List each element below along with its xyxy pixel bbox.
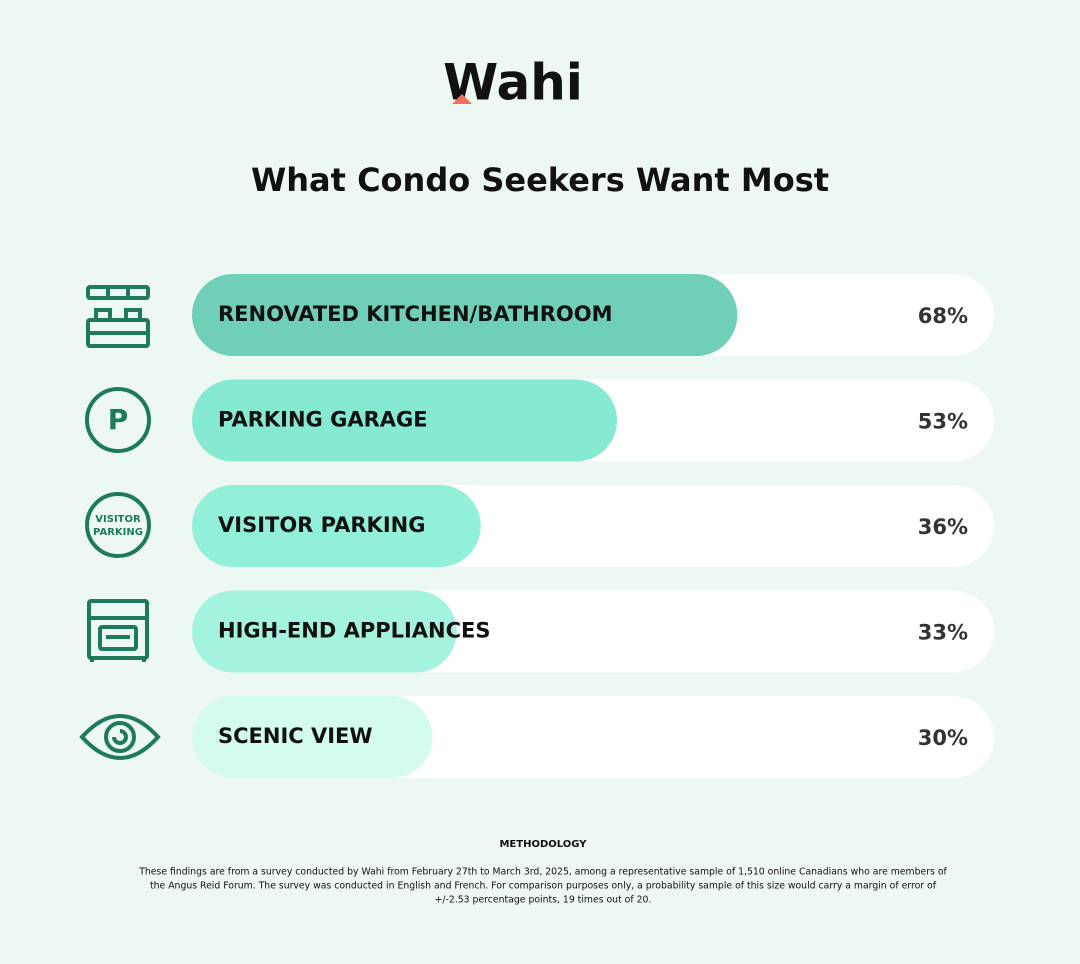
category-label: HIGH-END APPLIANCES: [218, 619, 491, 643]
value-label: 33%: [918, 621, 968, 645]
methodology: METHODOLOGY These findings are from a su…: [138, 839, 947, 906]
icon-text: VISITOR: [95, 514, 141, 525]
icon-visitor-parking: VISITOR PARKING: [85, 492, 151, 558]
icon-oven: [87, 599, 149, 662]
methodology-heading: METHODOLOGY: [499, 839, 587, 850]
methodology-text: +/-2.53 percentage points, 19 times out …: [435, 895, 652, 906]
bar: [192, 485, 481, 567]
methodology-text: the Angus Reid Forum. The survey was con…: [150, 881, 937, 892]
icon-text: P: [108, 403, 129, 436]
icon-eye: [79, 714, 161, 760]
bar: [192, 590, 457, 673]
category-label: PARKING GARAGE: [218, 408, 428, 432]
methodology-text: These findings are from a survey conduct…: [138, 867, 947, 878]
value-label: 68%: [918, 304, 968, 328]
category-label: SCENIC VIEW: [218, 724, 373, 748]
icon-kitchen: [86, 285, 150, 348]
category-label: VISITOR PARKING: [218, 513, 425, 537]
value-label: 36%: [918, 515, 968, 539]
value-label: 53%: [918, 410, 968, 434]
icon-text: PARKING: [93, 527, 143, 538]
category-label: RENOVATED KITCHEN/BATHROOM: [218, 302, 613, 326]
bar: [192, 379, 618, 462]
chart-title: What Condo Seekers Want Most: [251, 161, 829, 199]
logo-roof: [452, 94, 472, 104]
icon-parking: P: [85, 387, 151, 453]
bar: [192, 696, 433, 778]
value-label: 30%: [918, 726, 968, 750]
bar: [192, 274, 738, 356]
